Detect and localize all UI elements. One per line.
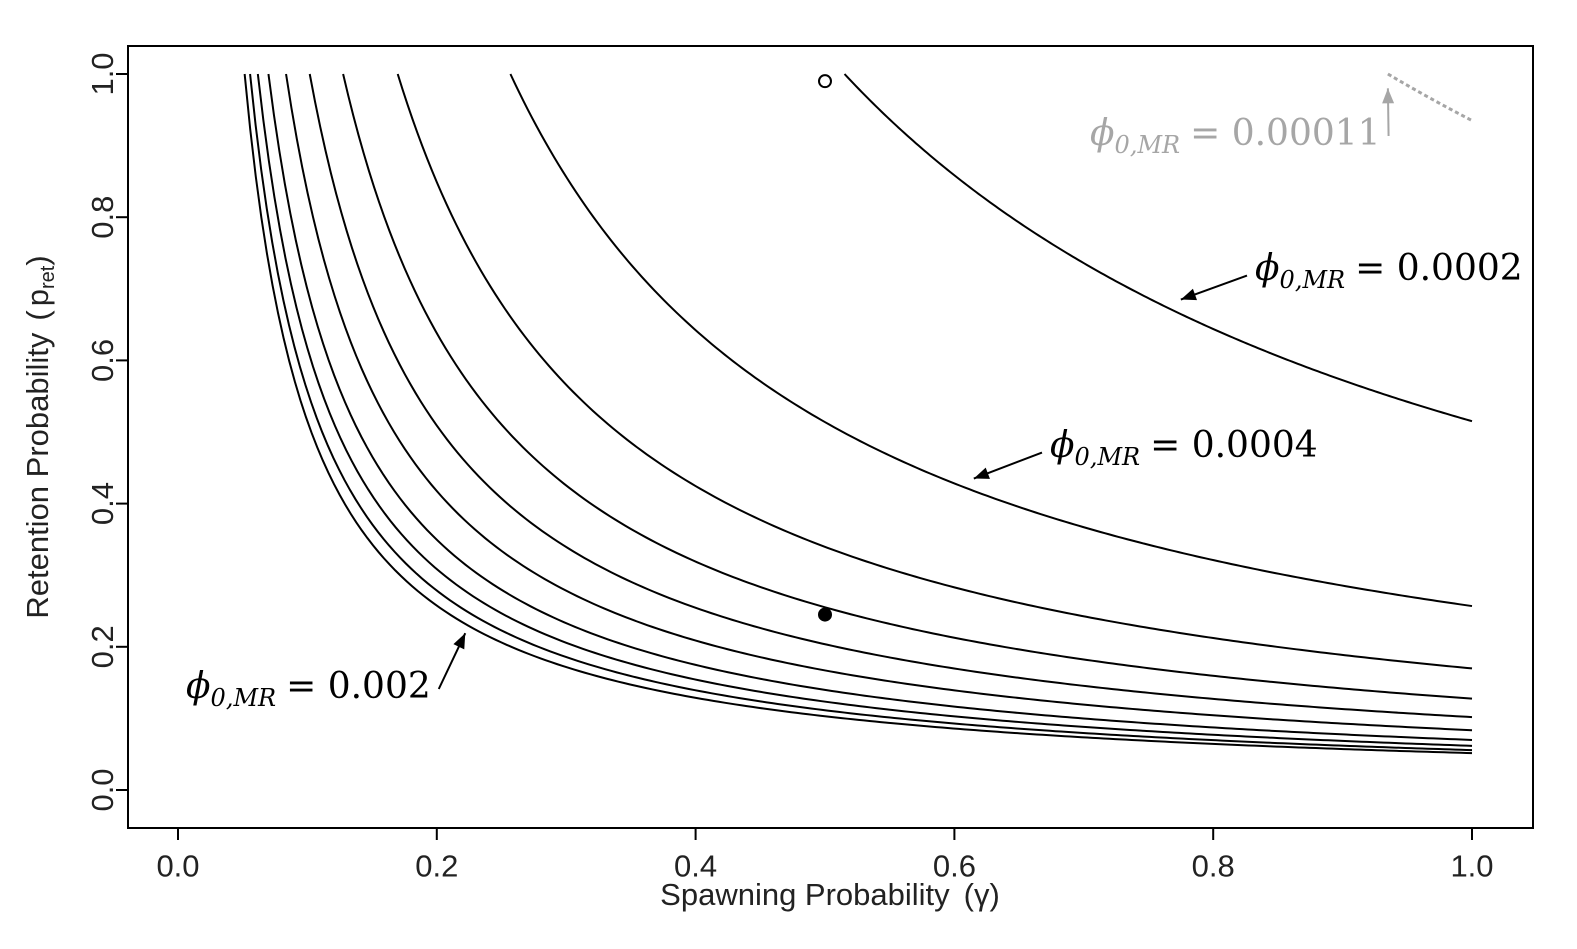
series-line-5: [308, 73, 1473, 719]
y-axis-title-subscript: ret: [37, 265, 59, 289]
x-tick-label: 0.4: [674, 848, 717, 883]
annotation-002-symbol: ϕ: [186, 666, 211, 707]
annotation-0004-value: = 0.0004: [1150, 425, 1318, 466]
series-line-1: [249, 73, 1473, 752]
y-tick-label: 0.2: [85, 625, 120, 668]
annotation-002-subscript: 0,MR: [211, 684, 277, 712]
annotation-00011-symbol: ϕ: [1090, 113, 1115, 154]
annotation-0004-subscript: 0,MR: [1075, 443, 1141, 471]
points: [818, 74, 832, 622]
y-axis-title-open-paren: (: [20, 310, 55, 321]
series-line-2: [256, 73, 1473, 747]
annotation-00011: ϕ0,MR = 0.00011: [1090, 113, 1381, 159]
annotation-00011-subscript: 0,MR: [1115, 131, 1181, 159]
series-line-4: [285, 73, 1473, 732]
annotation-0002-subscript: 0,MR: [1280, 266, 1346, 294]
x-tick-label: 0.0: [156, 848, 199, 883]
series-line-7: [396, 73, 1473, 670]
series-line-8: [509, 73, 1473, 608]
y-axis-title: Retention Probability ( pret): [20, 255, 59, 618]
annotation-0002: ϕ0,MR = 0.0002: [1255, 248, 1523, 294]
annotations: ϕ0,MR = 0.0002 ϕ0,MR = 0.0004 ϕ0,MR = 0.002…: [186, 88, 1523, 712]
y-tick-label: 0.8: [85, 196, 120, 239]
filled-point: [818, 607, 832, 622]
annotation-0002-value: = 0.0002: [1355, 248, 1523, 289]
annotation-0004-symbol: ϕ: [1050, 425, 1075, 466]
x-axis-title-text: Spawning Probability: [660, 877, 950, 912]
y-tick-label: 0.0: [85, 768, 120, 811]
annotation-0004: ϕ0,MR = 0.0004: [1050, 425, 1318, 471]
y-tick-label: 0.6: [85, 339, 120, 382]
annotation-00011-value: = 0.00011: [1190, 113, 1380, 154]
x-axis-title: Spawning Probability (γ): [660, 877, 1000, 912]
annotation-arrow-a002-head: [453, 633, 466, 650]
x-tick-label: 0.2: [415, 848, 458, 883]
series-line-6: [342, 73, 1473, 700]
x-axis: 0.0 0.2 0.4 0.6 0.8 1.0: [156, 827, 1494, 883]
y-axis: 0.0 0.2 0.4 0.6 0.8 1.0: [85, 52, 129, 812]
annotation-0002-symbol: ϕ: [1255, 248, 1280, 289]
annotation-002: ϕ0,MR = 0.002: [186, 666, 431, 712]
x-tick-label: 0.6: [933, 848, 976, 883]
annotation-arrow-a00011-head: [1382, 88, 1395, 104]
y-tick-label: 1.0: [85, 52, 120, 95]
series-line-0: [243, 73, 1473, 755]
x-tick-label: 0.8: [1192, 848, 1235, 883]
x-tick-label: 1.0: [1450, 848, 1493, 883]
y-tick-label: 0.4: [85, 482, 120, 525]
annotation-arrow-a0002-head: [1180, 288, 1197, 301]
series-line-9: [843, 73, 1473, 423]
series-line-3: [267, 73, 1473, 741]
series-line-gray: [1387, 72, 1473, 122]
open-point: [818, 74, 832, 89]
y-axis-title-text: Retention Probability: [20, 332, 55, 619]
y-axis-title-close-paren: ): [20, 255, 55, 265]
annotation-002-value: = 0.002: [286, 666, 431, 707]
curves: [243, 72, 1473, 755]
annotation-arrow-a0004-head: [973, 467, 990, 479]
y-axis-title-symbol: p: [20, 289, 55, 306]
x-axis-title-symbol: (γ): [964, 877, 1000, 912]
